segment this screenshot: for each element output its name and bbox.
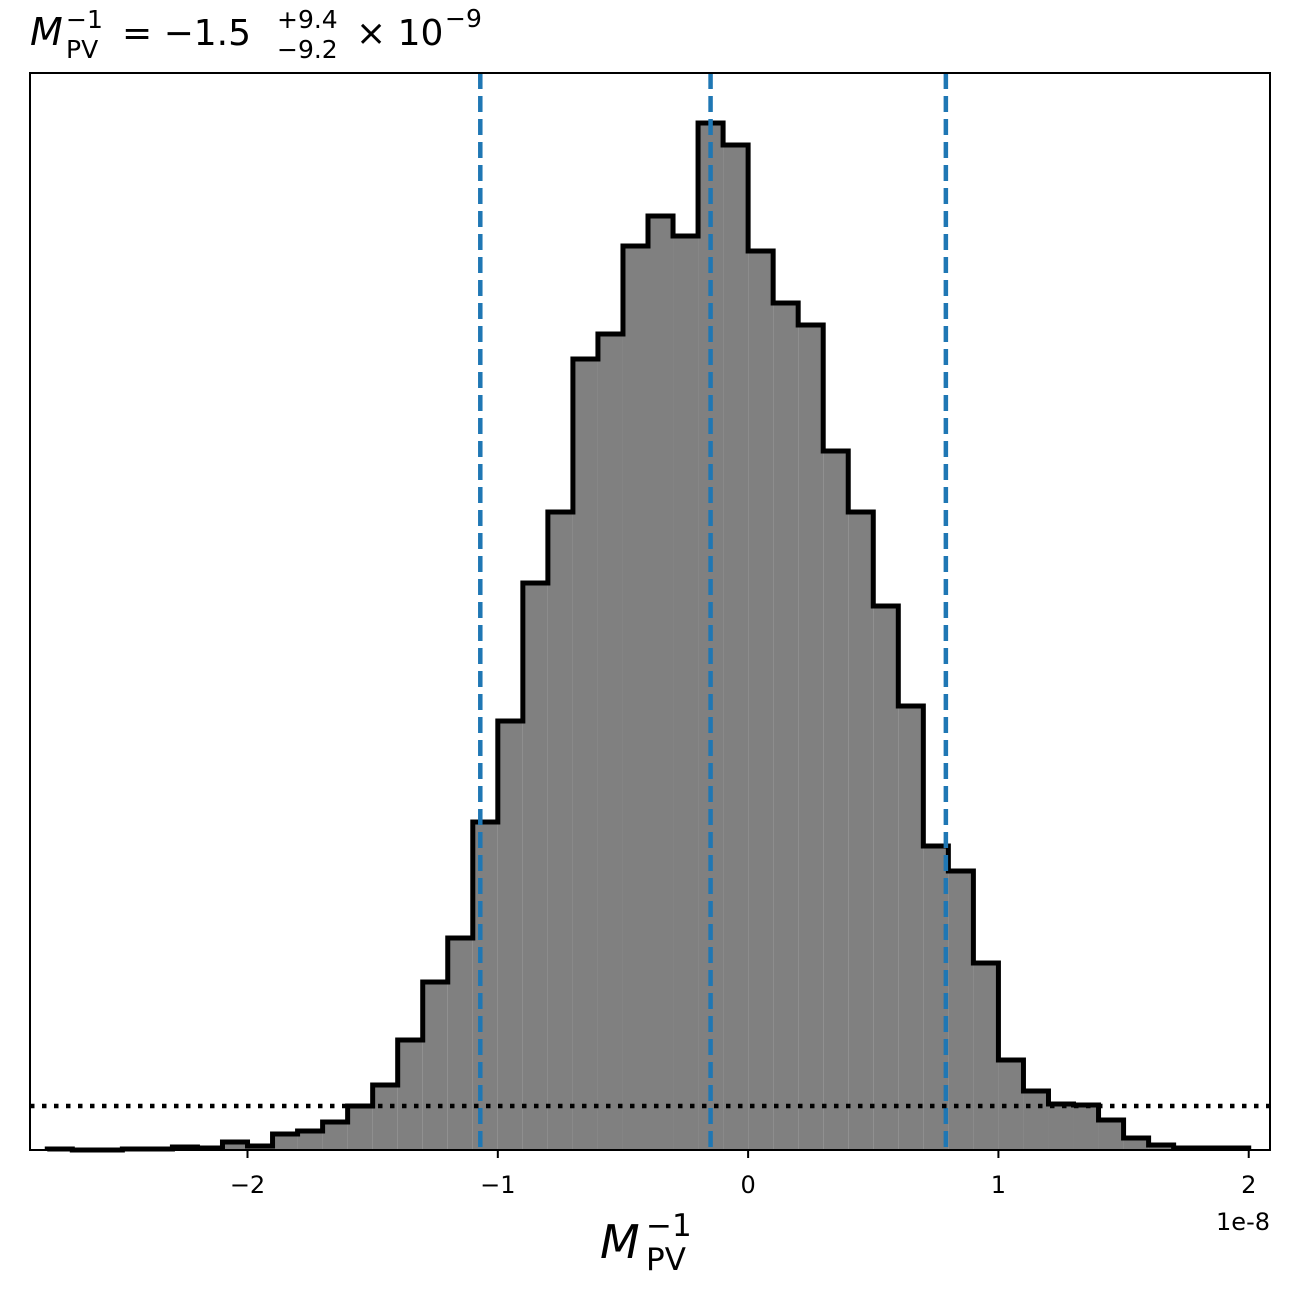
bar [723,145,749,1150]
bar [622,246,648,1150]
bar [397,1040,423,1150]
title-plus: +9.4 [277,5,338,34]
bar [222,1142,248,1150]
bar [472,822,498,1150]
bar [773,303,799,1150]
title-sup: −1 [66,5,103,34]
bar [898,706,924,1150]
x-tick-label: −2 [230,1171,265,1199]
x-tick-label: 1 [991,1171,1006,1199]
plot-frame [29,72,1271,1151]
x-tick-label: 0 [740,1171,755,1199]
x-tick-label: 2 [1241,1171,1256,1199]
bar [1098,1120,1124,1150]
x-label-sub: PV [646,1242,686,1278]
bar [497,721,523,1150]
title: M −1 PV = −1.5 +9.4 −9.2 × 10 −9 [30,4,482,64]
title-eq: = −1.5 [122,13,251,54]
title-main: M [30,10,63,54]
bar [673,236,699,1150]
x-offset-label: 1e-8 [1216,1208,1270,1236]
bar [447,938,473,1150]
bar [973,963,999,1150]
x-label-main: M [600,1215,640,1269]
title-minus: −9.2 [277,35,338,64]
x-tick-label: −1 [480,1171,515,1199]
x-label: M −1 PV [600,1208,692,1278]
bar [848,512,874,1150]
title-exp: −9 [445,4,482,33]
bar [873,606,899,1150]
bar [948,871,974,1150]
bar [372,1085,398,1150]
bar [272,1134,298,1150]
title-sub: PV [66,35,98,64]
bar [1123,1138,1149,1150]
histogram-outline [44,120,1252,1153]
bar [597,334,623,1150]
bar [823,451,849,1150]
bar [297,1131,323,1150]
bar [1073,1105,1099,1150]
bar [1048,1104,1074,1150]
bar [322,1122,348,1150]
bar [572,359,598,1150]
title-times: × 10 [356,13,443,54]
bar [547,512,573,1150]
bar [798,325,824,1150]
bar [422,982,448,1150]
bar [522,583,548,1150]
bar [748,251,774,1150]
bar [347,1106,373,1150]
x-label-sup: −1 [646,1208,692,1244]
bar [1023,1091,1049,1150]
bar [647,216,674,1150]
